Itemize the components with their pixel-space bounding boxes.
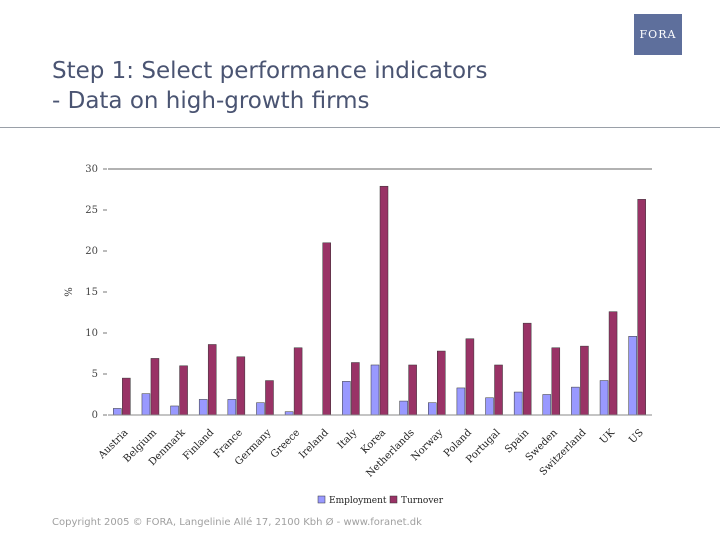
y-tick-label: 15	[85, 287, 98, 298]
bar-turnover-poland	[465, 338, 475, 416]
bar-turnover-portugal	[494, 364, 503, 416]
bar-employment-spain	[513, 391, 523, 416]
bar-employment-france	[227, 399, 237, 416]
title-divider	[0, 127, 720, 128]
copyright-footer: Copyright 2005 © FORA, Langelinie Allé 1…	[52, 517, 422, 528]
bar-turnover-norway	[437, 350, 446, 416]
title-line-2: - Data on high-growth firms	[52, 88, 370, 114]
bar-employment-germany	[256, 402, 265, 416]
bar-employment-norway	[428, 402, 437, 416]
bar-employment-portugal	[485, 397, 494, 416]
y-tick-label: 25	[85, 205, 98, 216]
bar-turnover-finland	[207, 344, 217, 416]
bar-turnover-netherlands	[408, 364, 417, 416]
bar-turnover-france	[236, 356, 246, 416]
bar-turnover-korea	[379, 185, 389, 416]
bar-employment-uk	[599, 380, 609, 416]
bar-turnover-belgium	[150, 358, 160, 416]
legend-swatch-employment	[317, 495, 326, 504]
bar-turnover-ireland	[322, 242, 331, 416]
bar-turnover-denmark	[179, 365, 188, 416]
fora-logo: FORA	[634, 14, 682, 55]
bar-employment-austria	[113, 408, 122, 416]
bar-employment-denmark	[170, 405, 179, 416]
bar-turnover-us	[637, 199, 646, 416]
x-tick-label: Greece	[269, 427, 302, 460]
slide-title: Step 1: Select performance indicators - …	[52, 56, 487, 116]
bar-turnover-greece	[293, 347, 303, 416]
y-tick-label: 5	[92, 369, 98, 380]
bar-turnover-austria	[122, 377, 131, 416]
bar-turnover-germany	[265, 380, 274, 416]
y-tick-label: 0	[92, 410, 98, 421]
bar-employment-us	[628, 336, 637, 416]
legend-label-employment: Employment	[329, 496, 387, 506]
bar-employment-belgium	[141, 393, 151, 416]
y-tick-label: 10	[85, 328, 98, 339]
y-axis-label: %	[64, 287, 75, 297]
y-tick-label: 20	[85, 246, 98, 257]
bar-employment-italy	[342, 381, 351, 416]
x-tick-label: Norway	[410, 427, 446, 463]
title-line-1: Step 1: Select performance indicators	[52, 58, 488, 84]
x-tick-label: Italy	[336, 427, 360, 451]
bar-employment-sweden	[542, 394, 552, 416]
x-tick-label: Ireland	[297, 427, 331, 461]
bar-turnover-switzerland	[580, 345, 589, 416]
bar-employment-netherlands	[399, 400, 408, 416]
bar-employment-finland	[198, 399, 208, 416]
bar-employment-switzerland	[571, 386, 580, 416]
legend-swatch-turnover	[389, 495, 398, 504]
bar-turnover-uk	[608, 311, 618, 416]
y-tick-label: 30	[85, 164, 98, 175]
bar-turnover-sweden	[551, 347, 561, 416]
x-tick-label: UK	[598, 427, 617, 446]
bar-employment-korea	[370, 364, 380, 416]
bar-employment-poland	[456, 387, 466, 416]
bar-turnover-spain	[522, 322, 532, 416]
x-tick-label: US	[627, 427, 646, 446]
legend-label-turnover: Turnover	[401, 496, 444, 506]
bar-turnover-italy	[351, 362, 360, 416]
x-tick-label: Finland	[181, 427, 216, 462]
